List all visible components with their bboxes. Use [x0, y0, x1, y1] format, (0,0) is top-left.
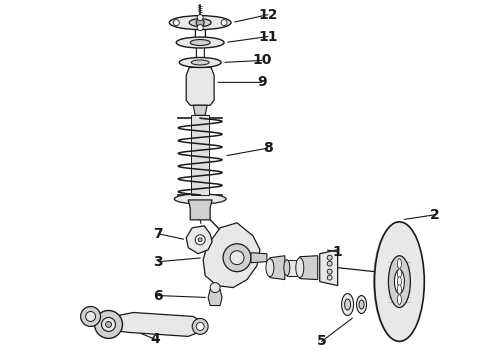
Circle shape — [198, 238, 202, 242]
Ellipse shape — [344, 299, 350, 310]
Ellipse shape — [174, 194, 226, 204]
Circle shape — [101, 318, 116, 332]
Ellipse shape — [389, 256, 410, 307]
Ellipse shape — [296, 258, 304, 278]
Ellipse shape — [397, 285, 401, 294]
Text: 11: 11 — [258, 30, 278, 44]
Circle shape — [230, 251, 244, 265]
Ellipse shape — [359, 300, 364, 309]
Circle shape — [95, 310, 122, 338]
Text: 2: 2 — [429, 208, 439, 222]
Polygon shape — [319, 250, 338, 285]
Polygon shape — [203, 223, 260, 288]
Circle shape — [221, 20, 227, 26]
Ellipse shape — [169, 15, 231, 30]
Circle shape — [173, 20, 179, 26]
Circle shape — [86, 311, 96, 321]
Circle shape — [105, 321, 112, 328]
Polygon shape — [186, 67, 214, 105]
Ellipse shape — [397, 259, 401, 269]
Ellipse shape — [190, 40, 210, 45]
Circle shape — [197, 24, 203, 31]
Ellipse shape — [374, 222, 424, 341]
Ellipse shape — [189, 19, 211, 27]
Text: 1: 1 — [333, 245, 343, 259]
Polygon shape — [287, 260, 298, 276]
Ellipse shape — [179, 58, 221, 67]
Polygon shape — [188, 200, 212, 220]
Ellipse shape — [394, 270, 404, 293]
Circle shape — [327, 269, 332, 274]
Circle shape — [196, 19, 204, 27]
Polygon shape — [251, 253, 267, 263]
Text: 3: 3 — [153, 255, 163, 269]
Circle shape — [195, 235, 205, 245]
Circle shape — [327, 275, 332, 280]
Polygon shape — [270, 256, 285, 280]
Text: 8: 8 — [263, 141, 273, 155]
Ellipse shape — [397, 269, 401, 279]
Ellipse shape — [284, 260, 290, 276]
Circle shape — [197, 15, 203, 21]
Ellipse shape — [176, 37, 224, 48]
Text: 4: 4 — [150, 332, 160, 346]
Ellipse shape — [397, 294, 401, 305]
Polygon shape — [208, 289, 222, 306]
Text: 9: 9 — [257, 75, 267, 89]
Text: 12: 12 — [258, 8, 278, 22]
Polygon shape — [186, 226, 212, 254]
Circle shape — [327, 261, 332, 266]
Ellipse shape — [266, 259, 274, 276]
Text: 6: 6 — [153, 289, 163, 302]
Circle shape — [327, 255, 332, 260]
Polygon shape — [114, 312, 203, 336]
Polygon shape — [191, 115, 209, 195]
Circle shape — [210, 283, 220, 293]
Text: 7: 7 — [153, 227, 163, 241]
Circle shape — [192, 319, 208, 334]
Ellipse shape — [397, 276, 401, 287]
Polygon shape — [300, 256, 318, 280]
Ellipse shape — [342, 293, 354, 315]
Circle shape — [196, 323, 204, 330]
Text: 5: 5 — [317, 334, 326, 348]
Circle shape — [81, 306, 100, 327]
Ellipse shape — [357, 296, 367, 314]
Ellipse shape — [191, 60, 209, 65]
Text: 10: 10 — [252, 54, 271, 67]
Circle shape — [223, 244, 251, 272]
Polygon shape — [193, 105, 207, 115]
